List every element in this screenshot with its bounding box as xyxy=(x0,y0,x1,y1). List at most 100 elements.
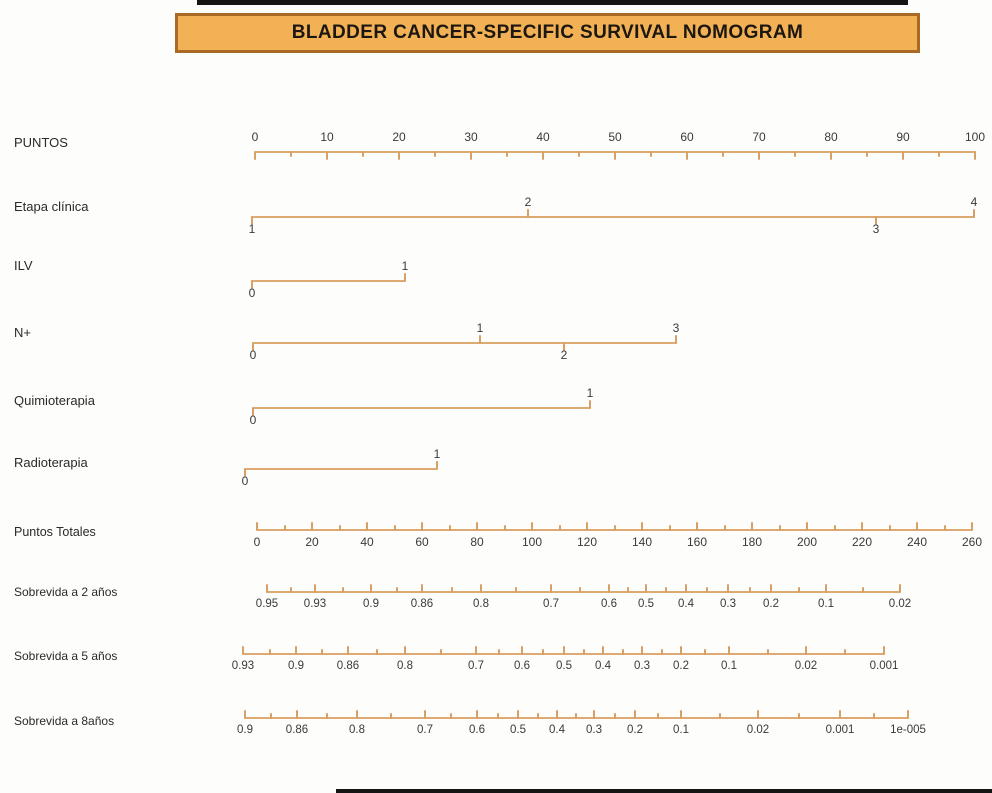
axis-line-n-plus xyxy=(253,342,676,344)
tick-quimioterapia-0 xyxy=(252,407,254,416)
tick-puntos-totales-120 xyxy=(586,522,588,531)
tick-label-puntos-10: 10 xyxy=(320,130,334,144)
tick-label-puntos-totales-180: 180 xyxy=(741,535,763,549)
tick-sobrevida-5-anos-0.3 xyxy=(641,646,643,655)
tick-puntos-50 xyxy=(614,151,616,160)
tick-sobrevida-2-anos-minor xyxy=(797,587,800,593)
tick-label-puntos-30: 30 xyxy=(464,130,478,144)
tick-sobrevida-2-anos-minor xyxy=(748,587,751,593)
tick-label-sobrevida-8-anos-0.4: 0.4 xyxy=(549,724,565,736)
tick-puntos-totales-minor xyxy=(558,525,561,531)
tick-label-etapa-clinica-4: 4 xyxy=(970,195,978,209)
tick-label-sobrevida-8-anos-0.2: 0.2 xyxy=(627,724,643,736)
tick-label-n-plus-0: 0 xyxy=(249,348,257,362)
tick-label-sobrevida-2-anos-0.8: 0.8 xyxy=(473,598,489,610)
tick-label-sobrevida-8-anos-0.1: 0.1 xyxy=(673,724,689,736)
tick-sobrevida-5-anos-minor xyxy=(704,649,706,655)
tick-puntos-totales-minor xyxy=(943,525,946,531)
tick-sobrevida-5-anos-0.02 xyxy=(805,646,807,655)
tick-label-puntos-60: 60 xyxy=(680,130,694,144)
scan-artifact-top-bar xyxy=(197,0,908,5)
tick-label-puntos-70: 70 xyxy=(752,130,766,144)
tick-label-sobrevida-2-anos-0.4: 0.4 xyxy=(678,598,694,610)
axis-line-sobrevida-8-anos xyxy=(245,717,908,719)
tick-sobrevida-8-anos-0.2 xyxy=(634,710,636,719)
tick-sobrevida-2-anos-minor xyxy=(579,587,581,593)
tick-sobrevida-2-anos-0.3 xyxy=(727,584,729,593)
tick-etapa-clinica-1 xyxy=(251,216,253,225)
tick-sobrevida-5-anos-0.7 xyxy=(475,646,477,655)
axis-label-sobrevida-5-anos: Sobrevida a 5 años xyxy=(14,649,118,663)
tick-sobrevida-2-anos-0.93 xyxy=(314,584,316,593)
tick-label-puntos-totales-80: 80 xyxy=(470,535,484,549)
axis-line-ilv xyxy=(252,280,405,282)
tick-puntos-totales-minor xyxy=(778,525,781,531)
axis-label-etapa-clinica: Etapa clínica xyxy=(14,199,89,214)
tick-label-sobrevida-5-anos-0.001: 0.001 xyxy=(869,660,899,672)
tick-ilv-0 xyxy=(251,280,253,289)
tick-label-sobrevida-8-anos-0.02: 0.02 xyxy=(746,724,770,736)
tick-label-sobrevida-8-anos-0.6: 0.6 xyxy=(469,724,485,736)
page-title: BLADDER CANCER-SPECIFIC SURVIVAL NOMOGRA… xyxy=(291,22,804,43)
tick-sobrevida-2-anos-0.86 xyxy=(421,584,423,593)
tick-sobrevida-8-anos-0.001 xyxy=(839,710,841,719)
tick-label-sobrevida-5-anos-0.93: 0.93 xyxy=(231,660,255,672)
tick-puntos-totales-140 xyxy=(641,522,643,531)
tick-label-puntos-80: 80 xyxy=(824,130,838,144)
tick-sobrevida-8-anos-0.5 xyxy=(517,710,519,719)
tick-sobrevida-8-anos-minor xyxy=(718,713,721,719)
tick-sobrevida-5-anos-minor xyxy=(268,649,271,655)
tick-label-radioterapia-0: 0 xyxy=(241,474,249,488)
tick-label-puntos-0: 0 xyxy=(251,130,259,144)
axis-label-ilv: ILV xyxy=(14,258,33,273)
tick-sobrevida-5-anos-0.1 xyxy=(728,646,730,655)
tick-puntos-totales-minor xyxy=(393,525,396,531)
tick-label-quimioterapia-1: 1 xyxy=(586,386,594,400)
tick-label-quimioterapia-0: 0 xyxy=(249,413,257,427)
tick-sobrevida-8-anos-minor xyxy=(574,713,577,719)
tick-label-sobrevida-8-anos-0.5: 0.5 xyxy=(510,724,526,736)
tick-label-etapa-clinica-2: 2 xyxy=(524,195,532,209)
tick-sobrevida-8-anos-minor xyxy=(536,713,539,719)
tick-sobrevida-5-anos-minor xyxy=(498,649,500,655)
tick-label-sobrevida-5-anos-0.8: 0.8 xyxy=(397,660,413,672)
tick-etapa-clinica-4 xyxy=(973,209,975,218)
tick-puntos-totales-220 xyxy=(861,522,863,531)
tick-puntos-0 xyxy=(254,151,256,160)
tick-n-plus-0 xyxy=(252,342,254,351)
tick-sobrevida-5-anos-minor xyxy=(582,649,585,655)
tick-puntos-totales-minor xyxy=(338,525,341,531)
tick-label-radioterapia-1: 1 xyxy=(433,447,441,461)
tick-label-sobrevida-8-anos-1e-005: 1e-005 xyxy=(890,724,926,736)
tick-sobrevida-2-anos-minor xyxy=(665,587,667,593)
tick-label-sobrevida-2-anos-0.86: 0.86 xyxy=(410,598,434,610)
tick-label-puntos-50: 50 xyxy=(608,130,622,144)
tick-puntos-totales-80 xyxy=(476,522,478,531)
axis-line-etapa-clinica xyxy=(252,216,975,218)
tick-label-sobrevida-8-anos-0.3: 0.3 xyxy=(586,724,602,736)
tick-puntos-minor xyxy=(434,151,436,157)
axis-label-puntos-totales: Puntos Totales xyxy=(14,525,96,539)
tick-puntos-70 xyxy=(758,151,760,160)
tick-sobrevida-8-anos-1e-005 xyxy=(907,710,909,719)
tick-sobrevida-8-anos-0.6 xyxy=(476,710,478,719)
tick-label-puntos-totales-100: 100 xyxy=(521,535,543,549)
tick-quimioterapia-1 xyxy=(589,400,591,409)
tick-label-puntos-90: 90 xyxy=(896,130,910,144)
tick-ilv-1 xyxy=(404,273,406,282)
tick-label-puntos-totales-0: 0 xyxy=(253,535,261,549)
tick-label-puntos-totales-40: 40 xyxy=(360,535,374,549)
tick-label-sobrevida-2-anos-0.1: 0.1 xyxy=(818,598,834,610)
tick-label-sobrevida-2-anos-0.9: 0.9 xyxy=(363,598,379,610)
tick-sobrevida-2-anos-0.6 xyxy=(608,584,610,593)
tick-label-sobrevida-2-anos-0.95: 0.95 xyxy=(255,598,279,610)
tick-label-puntos-20: 20 xyxy=(392,130,406,144)
tick-radioterapia-1 xyxy=(436,461,438,470)
tick-sobrevida-2-anos-0.2 xyxy=(770,584,772,593)
tick-puntos-totales-40 xyxy=(366,522,368,531)
tick-sobrevida-2-anos-0.1 xyxy=(825,584,827,593)
tick-sobrevida-8-anos-minor xyxy=(873,713,875,719)
axis-line-sobrevida-2-anos xyxy=(267,591,900,593)
tick-label-n-plus-1: 1 xyxy=(476,321,484,335)
tick-puntos-totales-minor xyxy=(833,525,836,531)
